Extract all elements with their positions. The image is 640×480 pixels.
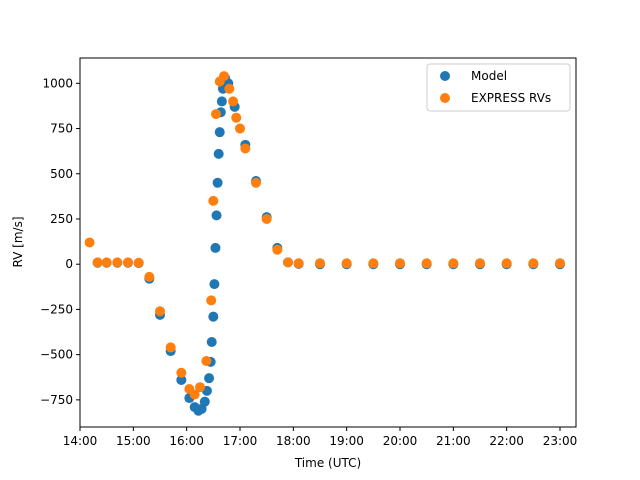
y-axis-ticks: −750 −500 −250 0 250 500 750 1000 xyxy=(40,76,80,407)
x-tick-label: 14:00 xyxy=(63,434,98,448)
point-model-19 xyxy=(209,279,220,290)
legend-label-model: Model xyxy=(471,69,507,83)
point-express-rvs-16 xyxy=(211,109,221,120)
point-model-18 xyxy=(208,311,219,322)
point-express-rvs-19 xyxy=(224,83,235,94)
point-express-rvs-15 xyxy=(208,195,219,206)
axes-frame xyxy=(79,57,577,428)
point-express-rvs-28 xyxy=(293,258,304,269)
point-model-26 xyxy=(216,96,227,107)
point-express-rvs-36 xyxy=(501,258,512,269)
point-model-23 xyxy=(213,148,224,159)
point-express-rvs-18 xyxy=(219,71,229,82)
point-express-rvs-1 xyxy=(92,257,103,268)
point-express-rvs-34 xyxy=(448,258,459,269)
y-tick-label: −750 xyxy=(40,393,73,407)
y-tick-label: 500 xyxy=(50,167,73,181)
point-express-rvs-24 xyxy=(251,177,261,188)
point-express-rvs-26 xyxy=(272,244,283,255)
x-tick-label: 16:00 xyxy=(169,434,204,448)
point-express-rvs-14 xyxy=(206,295,217,306)
point-express-rvs-38 xyxy=(555,258,565,269)
point-express-rvs-25 xyxy=(261,213,272,224)
x-tick-label: 19:00 xyxy=(329,434,364,448)
y-tick-label: −250 xyxy=(40,302,73,316)
x-tick-label: 23:00 xyxy=(543,434,578,448)
point-express-rvs-2 xyxy=(101,257,112,268)
plot-area xyxy=(84,71,565,416)
x-axis-ticks: 14:00 15:00 16:00 17:00 18:00 19:00 20:00 21:00… xyxy=(63,427,578,448)
point-express-rvs-13 xyxy=(201,355,212,366)
legend-box xyxy=(426,63,571,112)
point-express-rvs-29 xyxy=(315,258,325,269)
point-express-rvs-35 xyxy=(475,258,485,269)
legend-marker-express-rvs xyxy=(440,93,450,103)
point-express-rvs-4 xyxy=(123,257,133,268)
point-express-rvs-9 xyxy=(176,367,187,378)
point-express-rvs-7 xyxy=(155,306,165,317)
point-model-8 xyxy=(176,374,187,385)
point-express-rvs-23 xyxy=(240,143,251,154)
point-express-rvs-8 xyxy=(165,342,176,353)
point-express-rvs-20 xyxy=(228,96,239,107)
point-express-rvs-5 xyxy=(133,257,144,268)
point-express-rvs-0 xyxy=(84,237,95,248)
x-tick-label: 21:00 xyxy=(436,434,471,448)
y-tick-label: 0 xyxy=(65,257,73,271)
point-express-rvs-21 xyxy=(231,112,242,123)
point-model-17 xyxy=(206,336,217,347)
point-model-24 xyxy=(214,127,225,138)
legend: Model EXPRESS RVs xyxy=(426,63,571,112)
legend-marker-model xyxy=(440,71,450,81)
point-express-rvs-30 xyxy=(341,258,352,269)
point-express-rvs-22 xyxy=(235,123,245,134)
point-express-rvs-31 xyxy=(368,258,379,269)
point-express-rvs-32 xyxy=(395,258,405,269)
point-model-15 xyxy=(204,373,215,384)
y-tick-label: 750 xyxy=(50,122,73,136)
point-express-rvs-12 xyxy=(195,382,205,393)
point-express-rvs-3 xyxy=(112,257,123,268)
point-model-20 xyxy=(210,242,221,253)
x-tick-label: 15:00 xyxy=(116,434,151,448)
point-express-rvs-11 xyxy=(189,389,200,400)
legend-label-express-rvs: EXPRESS RVs xyxy=(471,91,551,105)
point-express-rvs-33 xyxy=(421,258,432,269)
point-model-13 xyxy=(199,396,210,407)
point-express-rvs-27 xyxy=(283,257,293,268)
x-tick-label: 22:00 xyxy=(489,434,524,448)
point-express-rvs-6 xyxy=(144,271,155,282)
x-tick-label: 20:00 xyxy=(383,434,418,448)
y-axis-label: RV [m/s] xyxy=(11,216,25,267)
y-tick-label: −500 xyxy=(40,348,73,362)
x-tick-label: 17:00 xyxy=(223,434,258,448)
x-axis-label: Time (UTC) xyxy=(294,456,361,470)
point-express-rvs-37 xyxy=(528,258,539,269)
x-tick-label: 18:00 xyxy=(276,434,311,448)
y-tick-label: 1000 xyxy=(42,76,73,90)
point-model-21 xyxy=(211,210,222,221)
point-model-22 xyxy=(212,177,223,188)
y-tick-label: 250 xyxy=(50,212,73,226)
